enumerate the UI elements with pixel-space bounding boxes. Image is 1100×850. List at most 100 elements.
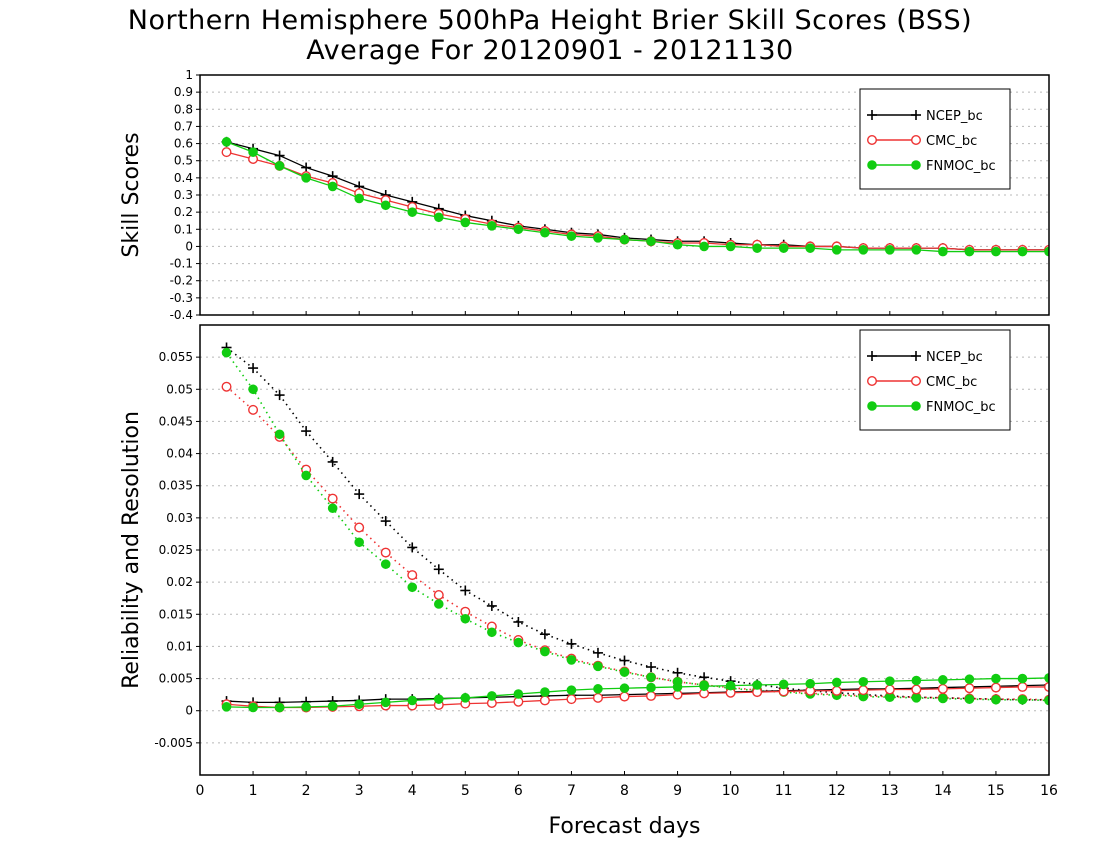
data-point-cmc-bc-reliability [646,690,657,701]
y-tick-label: -0.005 [154,736,193,750]
data-point-cmc-bc-reliability [566,694,577,705]
data-point-fnmoc-bc-reliability [566,685,577,695]
data-point-fnmoc-bc [805,243,816,253]
legend-marker [867,110,877,120]
y-tick-label: 0.03 [166,511,193,525]
data-point-fnmoc-bc-resolution [487,627,497,638]
legend-marker [911,401,921,411]
data-point-fnmoc-bc-resolution [1017,694,1028,705]
y-tick-label: 0.02 [166,575,193,589]
data-point-fnmoc-bc [274,161,285,171]
data-point-cmc-bc-reliability [858,685,869,696]
y-axis-title: Skill Scores [119,132,144,257]
y-axis-title: Reliability and Resolution [119,411,144,689]
x-tick-label: 8 [620,783,629,799]
data-point-cmc-bc-resolution [380,547,391,558]
data-point-fnmoc-bc-reliability [540,687,550,697]
data-point-ncep-bc-resolution [248,363,259,374]
data-point-fnmoc-bc-resolution [301,470,311,481]
legend: NCEP_bc CMC_bc FNMOC_bc [859,329,1011,431]
data-point-ncep-bc-resolution [539,629,550,640]
data-point-fnmoc-bc [566,231,577,241]
x-tick-label: 16 [1040,783,1058,799]
x-tick-label: 3 [355,783,364,799]
data-point-fnmoc-bc-resolution [221,347,232,358]
data-point-fnmoc-bc-reliability [991,673,1001,684]
series-group [221,342,1049,713]
data-point-cmc-bc-reliability [990,682,1001,693]
legend-marker [911,134,922,145]
data-point-fnmoc-bc [327,181,338,192]
legend-marker [867,376,878,387]
data-point-fnmoc-bc-resolution [380,559,391,569]
y-tick-label: 0.8 [174,102,193,116]
data-point-fnmoc-bc-reliability [593,684,603,694]
y-tick-label: 0.035 [159,479,193,493]
data-point-fnmoc-bc-resolution [433,599,444,609]
data-point-fnmoc-bc-reliability [433,694,444,704]
series-group [221,136,1049,257]
data-point-ncep-bc-resolution [301,426,312,437]
data-point-fnmoc-bc-reliability [725,680,736,691]
y-tick-label: 0.04 [166,447,193,461]
data-point-fnmoc-bc-resolution [646,672,656,683]
y-tick-label: 0 [185,704,193,718]
y-tick-label: -0.1 [170,257,193,271]
data-point-fnmoc-bc-reliability [911,675,922,686]
data-point-fnmoc-bc-resolution [460,613,471,624]
data-point-fnmoc-bc-reliability [858,676,869,687]
data-point-fnmoc-bc [672,239,683,250]
y-tick-label: 0.055 [159,350,193,364]
data-point-fnmoc-bc-reliability [407,695,418,706]
data-point-fnmoc-bc-resolution [407,582,418,593]
data-point-fnmoc-bc-resolution [354,537,364,548]
data-point-fnmoc-bc [646,236,656,247]
data-point-fnmoc-bc-reliability [805,678,816,689]
data-point-ncep-bc-resolution [592,647,603,658]
data-point-fnmoc-bc-reliability [646,682,656,693]
y-tick-label: 0.6 [174,137,193,151]
legend-marker [867,351,877,361]
x-tick-label: 5 [461,783,470,799]
data-point-fnmoc-bc [1017,246,1028,257]
x-tick-label: 6 [514,783,523,799]
x-tick-label: 14 [934,783,952,799]
y-tick-label: 0.045 [159,414,193,428]
data-point-ncep-bc-resolution [460,585,471,596]
legend-marker [911,351,921,361]
data-point-fnmoc-bc [301,173,311,183]
data-point-ncep-bc-resolution [407,542,418,553]
data-point-fnmoc-bc-reliability [460,693,471,703]
data-point-fnmoc-bc-resolution [938,693,948,704]
x-tick-label: 0 [196,783,205,799]
data-point-fnmoc-bc [407,207,418,217]
data-point-fnmoc-bc-reliability [487,691,497,701]
legend-marker [867,134,878,145]
data-point-fnmoc-bc [433,212,444,223]
data-point-cmc-bc [221,147,232,158]
data-point-fnmoc-bc [540,227,550,238]
data-point-cmc-bc-reliability [831,685,842,696]
data-point-ncep-bc-resolution [672,667,683,678]
x-tick-label: 11 [775,783,793,799]
y-tick-label: 0.2 [174,205,193,219]
data-point-fnmoc-bc-reliability [248,702,258,713]
data-point-fnmoc-bc-resolution [327,503,338,514]
y-tick-label: -0.3 [170,291,193,305]
data-point-ncep-bc-resolution [646,662,657,672]
data-point-fnmoc-bc-reliability [354,699,364,710]
y-tick-label: 0 [185,239,193,253]
x-tick-label: 15 [987,783,1005,799]
series-line-ncep-bc-resolution [226,346,1049,701]
data-point-ncep-bc-resolution [327,456,338,467]
legend-label-ncep-bc: NCEP_bc [926,109,983,124]
data-point-ncep-bc [301,162,312,173]
y-tick-label: 0.025 [159,543,193,557]
data-point-fnmoc-bc-resolution [911,693,922,703]
data-point-fnmoc-bc [911,245,922,255]
data-point-cmc-bc-resolution [433,590,444,601]
data-point-ncep-bc-resolution [274,390,285,401]
data-point-cmc-bc-resolution [221,381,232,392]
x-tick-label: 2 [302,783,311,799]
y-tick-label: -0.2 [170,274,193,288]
